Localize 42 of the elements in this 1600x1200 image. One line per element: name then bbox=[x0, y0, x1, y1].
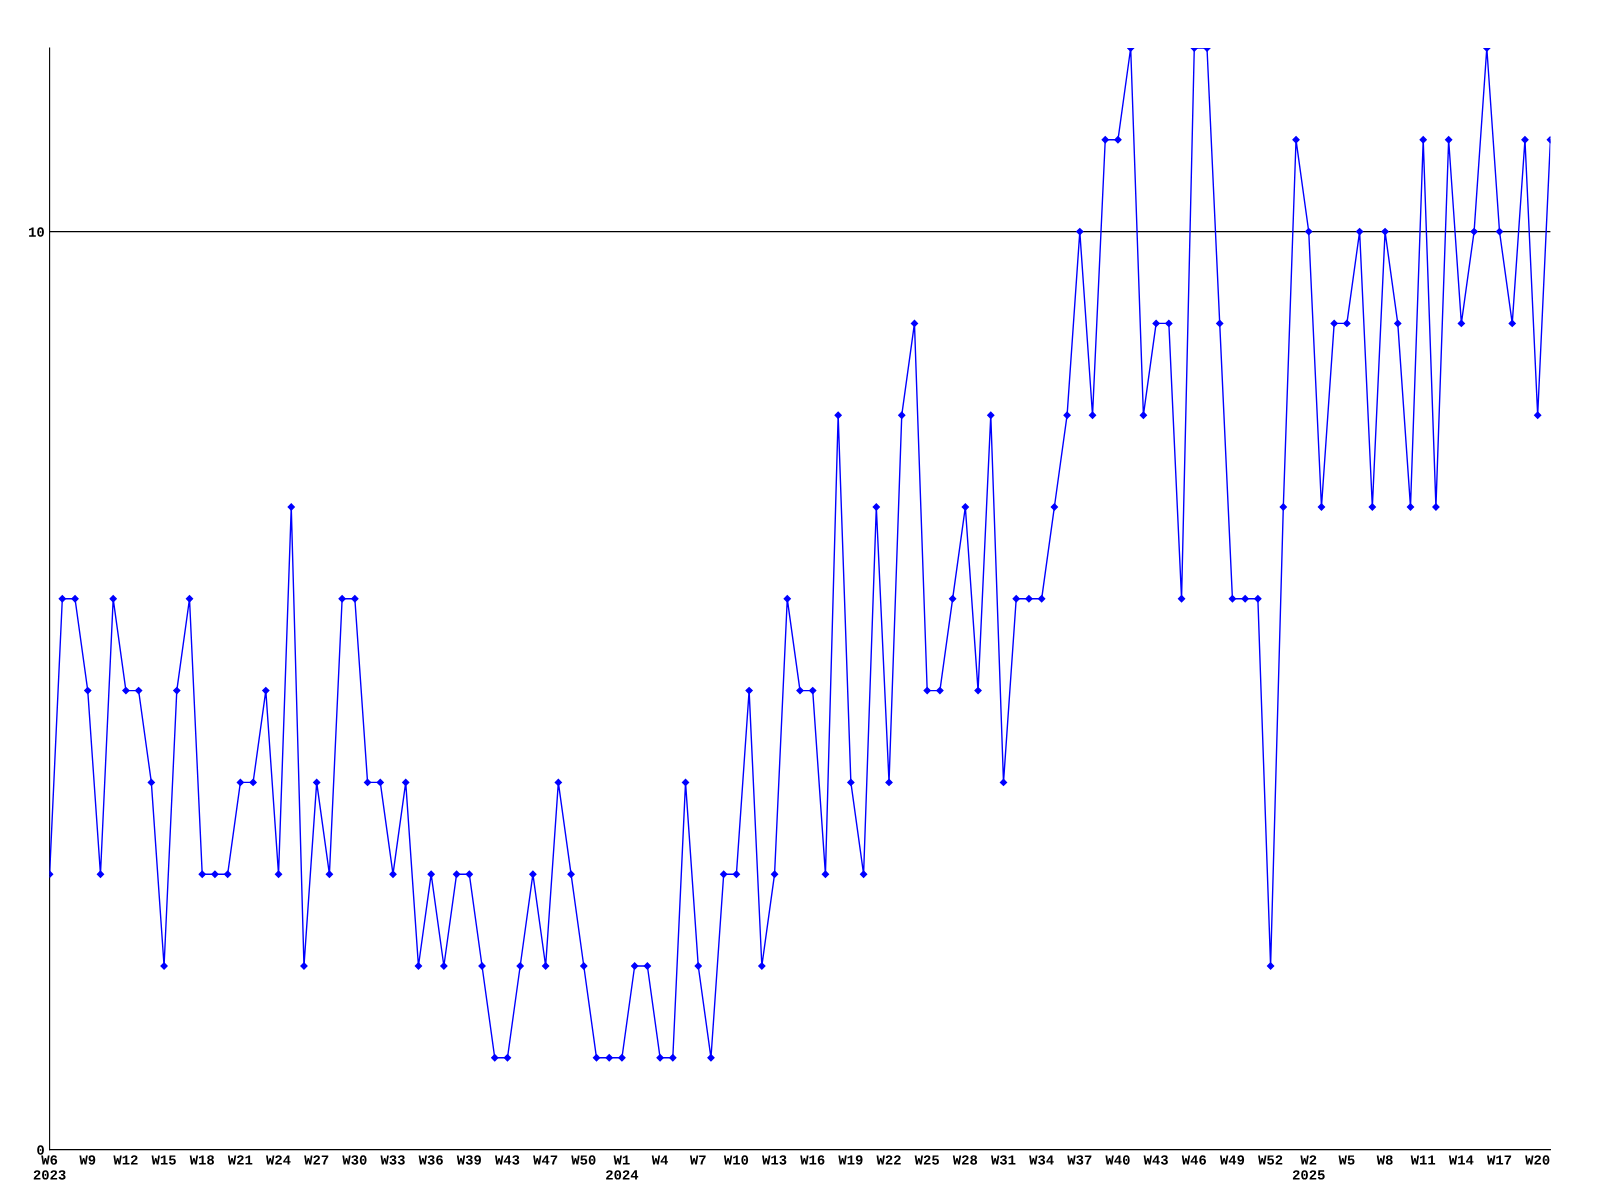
x-tick-label: W14 bbox=[1448, 1155, 1474, 1165]
x-tick-label: W22 bbox=[876, 1155, 901, 1165]
y-tick-label: 10 bbox=[29, 227, 44, 237]
x-tick-label: W16 bbox=[800, 1155, 825, 1165]
x-tick-label: W12 bbox=[113, 1155, 138, 1165]
x-tick-label: W18 bbox=[189, 1155, 214, 1165]
x-tick-label: W37 bbox=[1067, 1155, 1092, 1165]
x-tick-label: W15 bbox=[151, 1155, 176, 1165]
x-tick-label: W33 bbox=[380, 1155, 405, 1165]
x-tick-label: W50 bbox=[571, 1155, 596, 1165]
x-tick-label: W17 bbox=[1487, 1155, 1512, 1165]
x-tick-label: W19 bbox=[838, 1155, 863, 1165]
x-tick-label: W31 bbox=[990, 1155, 1016, 1165]
x-tick-label: W2 2025 bbox=[1292, 1155, 1325, 1180]
x-tick-label: W21 bbox=[227, 1155, 253, 1165]
x-tick-label: W4 bbox=[651, 1155, 669, 1165]
x-tick-label: W1 2024 bbox=[606, 1155, 639, 1180]
x-tick-label: W10 bbox=[723, 1155, 749, 1165]
x-tick-label: W11 bbox=[1410, 1155, 1436, 1165]
y-tick-label: 0 bbox=[37, 1145, 44, 1155]
x-tick-label: W43 bbox=[494, 1155, 520, 1165]
x-tick-label: W49 bbox=[1219, 1155, 1245, 1165]
x-tick-label: W20 bbox=[1525, 1155, 1550, 1165]
x-tick-label: W7 bbox=[689, 1155, 706, 1165]
x-tick-label: W46 bbox=[1181, 1155, 1206, 1165]
x-tick-label: W25 bbox=[914, 1155, 939, 1165]
x-tick-label: W8 bbox=[1376, 1155, 1393, 1165]
x-tick-label: W43 bbox=[1143, 1155, 1168, 1165]
x-tick-label: W24 bbox=[266, 1155, 291, 1165]
x-tick-label: W30 bbox=[342, 1155, 367, 1165]
x-tick-label: W34 bbox=[1029, 1155, 1054, 1165]
x-tick-label: W36 bbox=[418, 1155, 443, 1165]
x-tick-label: W9 bbox=[79, 1155, 96, 1165]
x-tick-label: W13 bbox=[762, 1155, 787, 1165]
x-tick-label: W27 bbox=[304, 1155, 329, 1165]
x-tick-label: W52 bbox=[1258, 1155, 1283, 1165]
x-tick-label: W28 bbox=[952, 1155, 978, 1165]
x-tick-label: W6 2023 bbox=[33, 1155, 66, 1180]
x-tick-label: W40 bbox=[1105, 1155, 1130, 1165]
x-tick-label: W5 bbox=[1338, 1155, 1355, 1165]
x-tick-label: W39 bbox=[456, 1155, 481, 1165]
x-tick-label: W47 bbox=[533, 1155, 558, 1165]
